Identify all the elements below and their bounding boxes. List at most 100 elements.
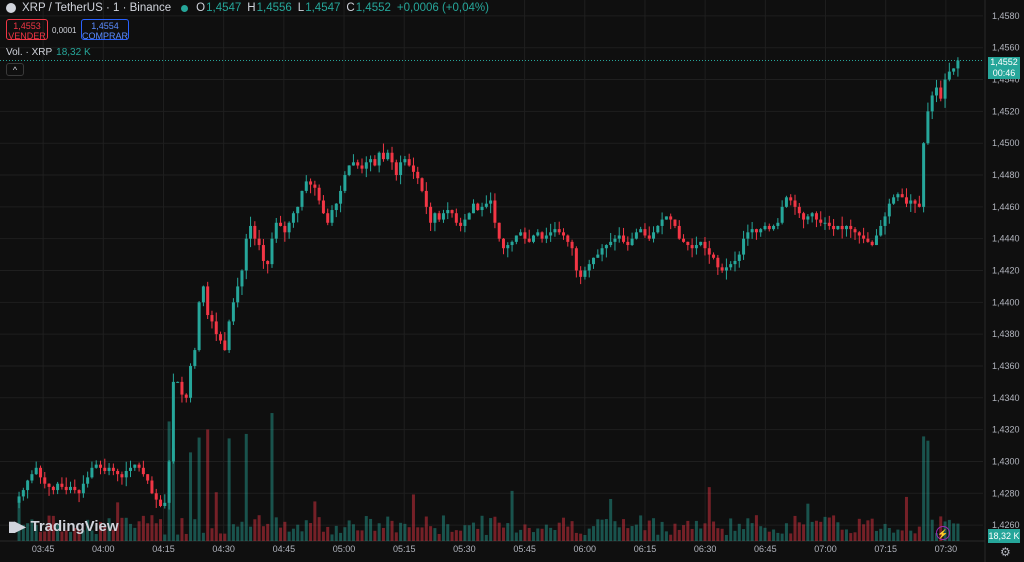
volume-bar	[43, 531, 47, 541]
volume-bar	[416, 527, 420, 541]
gear-icon[interactable]: ⚙	[1000, 545, 1011, 559]
candle-body	[77, 490, 81, 494]
last-price-badge: 1,4552 00:46	[988, 57, 1020, 79]
volume-bar	[437, 533, 441, 541]
candle-body	[622, 235, 626, 242]
tradingview-logo[interactable]: ▮▶ TradingView	[8, 518, 119, 535]
volume-bar	[904, 496, 908, 541]
candle-body	[634, 232, 638, 239]
candle-body	[596, 254, 600, 258]
volume-bar	[244, 433, 248, 541]
volume-bar	[819, 521, 823, 541]
volume-bar	[339, 532, 343, 541]
symbol-title[interactable]: XRP / TetherUS · 1 · Binance	[22, 2, 172, 14]
candle-body	[660, 219, 664, 226]
candle-body	[643, 229, 647, 236]
volume-bar	[900, 530, 904, 541]
lightning-icon[interactable]: ⚡	[936, 526, 950, 540]
candle-body	[874, 235, 878, 246]
candle-body	[506, 245, 510, 249]
volume-label: Vol. · XRP	[6, 47, 53, 58]
candle-body	[862, 235, 866, 239]
candle-body	[137, 464, 141, 468]
volume-bar	[570, 521, 574, 541]
volume-bar	[686, 520, 690, 541]
volume-bar	[26, 523, 30, 541]
volume-bar	[107, 518, 111, 541]
volume-bar	[103, 526, 107, 541]
volume-bar	[840, 529, 844, 541]
volume-bar	[862, 524, 866, 541]
volume-bar	[797, 522, 801, 541]
candle-body	[90, 467, 94, 478]
y-tick-label: 1,4440	[992, 234, 1020, 244]
volume-bar	[34, 525, 38, 541]
volume-bar	[892, 532, 896, 541]
candle-body	[146, 474, 150, 481]
candle-body	[600, 248, 604, 255]
volume-bar	[802, 524, 806, 541]
ohlc-open-value: 1,4547	[206, 2, 242, 14]
volume-bar	[780, 533, 784, 541]
volume-bar	[720, 528, 724, 541]
candle-body	[351, 162, 355, 166]
volume-bar	[154, 523, 158, 541]
candle-body	[171, 381, 175, 462]
volume-bar	[424, 516, 428, 541]
x-tick-label: 06:15	[634, 544, 657, 554]
volume-bar	[274, 517, 278, 541]
volume-bar	[737, 523, 741, 541]
volume-bar	[86, 519, 90, 541]
candle-body	[313, 184, 317, 188]
volume-bar	[261, 526, 265, 541]
candle-body	[214, 321, 218, 335]
candle-body	[356, 162, 360, 166]
volume-legend[interactable]: Vol. · XRP 18,32 K	[6, 47, 91, 58]
volume-bar	[849, 533, 853, 541]
candle-body	[240, 270, 244, 287]
sell-button[interactable]: 1,4553 VENDER	[6, 19, 48, 41]
volume-bar	[411, 494, 415, 541]
volume-bar	[523, 524, 527, 541]
candle-body	[879, 225, 883, 236]
candle-body	[592, 257, 596, 265]
volume-bar	[647, 520, 651, 541]
candle-body	[416, 171, 420, 179]
volume-bar	[270, 413, 274, 541]
candle-body	[763, 225, 767, 230]
candle-body	[364, 162, 368, 169]
buy-button[interactable]: 1,4554 COMPRAR	[81, 19, 129, 41]
candle-body	[201, 286, 205, 303]
candle-body	[81, 483, 85, 494]
candle-body	[227, 321, 231, 351]
candle-body	[236, 286, 240, 303]
candle-body	[107, 467, 111, 471]
collapse-legend-button[interactable]: ^	[6, 63, 24, 76]
volume-bar	[223, 533, 227, 541]
volume-bar	[253, 519, 257, 541]
candle-body	[420, 178, 424, 191]
y-tick-label: 1,4520	[992, 106, 1020, 116]
candle-body	[223, 340, 227, 351]
volume-bar	[283, 521, 287, 541]
volume-bar	[827, 517, 831, 541]
candle-body	[167, 461, 171, 503]
candle-body	[231, 302, 235, 322]
candle-body	[840, 225, 844, 230]
candle-body	[197, 302, 201, 351]
candle-body	[523, 232, 527, 239]
candle-body	[99, 464, 103, 468]
candle-body	[729, 264, 733, 268]
volume-bar	[347, 520, 351, 541]
candle-body	[849, 225, 853, 230]
candle-body	[120, 474, 124, 478]
volume-bar	[304, 520, 308, 541]
volume-bar	[47, 515, 51, 541]
candle-body	[459, 222, 463, 226]
candle-body	[587, 264, 591, 271]
candle-body	[699, 241, 703, 246]
candle-body	[583, 270, 587, 277]
sell-price: 1,4553	[13, 21, 41, 31]
volume-badge: 18,32 K	[988, 529, 1020, 543]
